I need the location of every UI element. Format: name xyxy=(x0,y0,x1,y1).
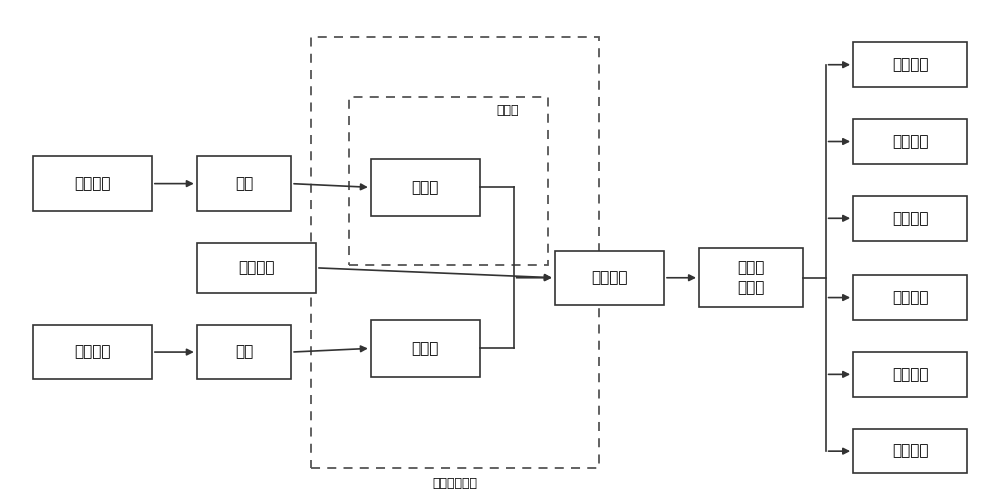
FancyBboxPatch shape xyxy=(853,275,967,320)
Text: 电侵蚀: 电侵蚀 xyxy=(412,180,439,195)
FancyBboxPatch shape xyxy=(197,156,291,211)
FancyBboxPatch shape xyxy=(371,159,480,216)
Text: 分断过程: 分断过程 xyxy=(74,176,111,191)
FancyBboxPatch shape xyxy=(853,196,967,240)
FancyBboxPatch shape xyxy=(555,250,664,305)
FancyBboxPatch shape xyxy=(197,325,291,379)
Text: 退化失效原因: 退化失效原因 xyxy=(433,477,478,490)
Text: 电燕焊: 电燕焊 xyxy=(412,341,439,356)
FancyBboxPatch shape xyxy=(853,119,967,164)
Text: 燃弧时间: 燃弧时间 xyxy=(892,134,928,149)
Text: 材料转移: 材料转移 xyxy=(591,270,628,285)
Text: 电参数
的变化: 电参数 的变化 xyxy=(737,261,765,295)
Text: 电磨损: 电磨损 xyxy=(497,104,519,117)
Text: 吸合时间: 吸合时间 xyxy=(892,367,928,382)
Text: 机械磨损: 机械磨损 xyxy=(238,261,275,276)
Text: 弹跳: 弹跳 xyxy=(235,345,253,360)
FancyBboxPatch shape xyxy=(197,243,316,293)
Text: 燃弧能量: 燃弧能量 xyxy=(892,211,928,226)
Text: 释放时间: 释放时间 xyxy=(892,444,928,458)
FancyBboxPatch shape xyxy=(33,325,152,379)
FancyBboxPatch shape xyxy=(33,156,152,211)
Text: 接触电阵: 接触电阵 xyxy=(892,57,928,72)
Text: 电弧: 电弧 xyxy=(235,176,253,191)
FancyBboxPatch shape xyxy=(853,352,967,397)
FancyBboxPatch shape xyxy=(853,43,967,87)
FancyBboxPatch shape xyxy=(853,429,967,473)
FancyBboxPatch shape xyxy=(371,320,480,377)
Text: 闭合过程: 闭合过程 xyxy=(74,345,111,360)
Text: 超程时间: 超程时间 xyxy=(892,290,928,305)
FancyBboxPatch shape xyxy=(699,248,803,308)
